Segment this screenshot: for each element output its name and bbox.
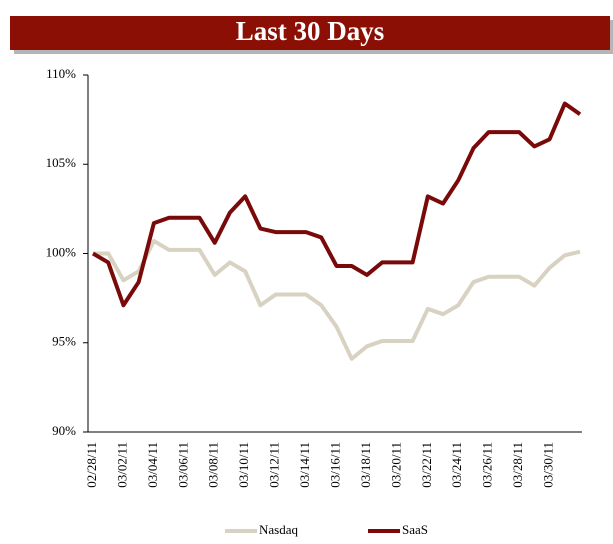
title-banner [10,16,610,50]
x-tick-label: 03/26/11 [480,442,495,488]
chart-title: Last 30 Days [236,16,385,46]
x-tick-label: 03/16/11 [327,442,342,488]
legend-label: SaaS [402,522,428,537]
y-tick-label: 110% [46,66,76,81]
x-tick-label: 03/28/11 [510,442,525,488]
x-tick-label: 03/12/11 [267,442,282,488]
series-line [91,101,582,308]
y-tick-label: 90% [52,423,76,438]
x-tick-label: 03/06/11 [175,442,190,488]
y-tick-label: 100% [46,244,77,259]
x-tick-label: 02/28/11 [84,442,99,488]
x-tick-label: 03/02/11 [114,442,129,488]
series-line [93,239,581,361]
y-tick-label: 95% [52,334,76,349]
x-tick-label: 03/22/11 [419,442,434,488]
x-tick-label: 03/24/11 [449,442,464,488]
x-tick-label: 03/20/11 [388,442,403,488]
x-tick-label: 03/10/11 [236,442,251,488]
x-tick-label: 03/30/11 [541,442,556,488]
x-tick-label: 03/08/11 [206,442,221,488]
x-tick-label: 03/18/11 [358,442,373,488]
y-tick-label: 105% [46,155,77,170]
legend-label: Nasdaq [259,522,298,537]
x-tick-label: 03/14/11 [297,442,312,488]
x-tick-label: 03/04/11 [145,442,160,488]
